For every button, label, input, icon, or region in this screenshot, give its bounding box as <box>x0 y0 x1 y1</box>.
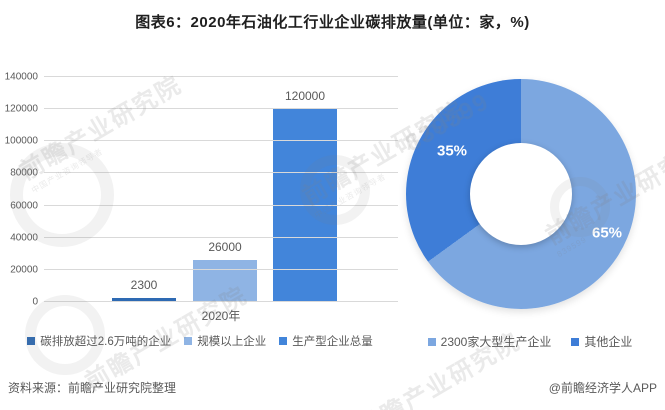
legend-swatch-icon <box>27 337 36 345</box>
bar-above-scale <box>193 260 257 302</box>
bar-emission-over-26k <box>112 298 176 302</box>
x-axis-category-label: 2020年 <box>201 309 241 323</box>
legend-item: 碳排放超过2.6万吨的企业 <box>27 333 171 349</box>
slice-label-large-producers: 65% <box>591 224 623 242</box>
legend-label: 碳排放超过2.6万吨的企业 <box>40 336 172 348</box>
bar-group-total-producers: 120000 <box>273 77 337 302</box>
gridline <box>44 236 398 238</box>
legend-swatch-icon <box>571 337 580 346</box>
legend-swatch-icon <box>427 337 436 346</box>
legend-item: 规模以上企业 <box>184 333 266 349</box>
donut-chart-legend: 2300家大型生产企业 其他企业 <box>400 333 660 350</box>
gridline <box>44 172 398 174</box>
legend-label: 其他企业 <box>584 335 633 349</box>
bar-group-above-scale: 26000 <box>193 77 257 302</box>
legend-swatch-icon <box>184 337 193 345</box>
bar-value-label: 2300 <box>130 278 158 293</box>
legend-item: 生产型企业总量 <box>279 333 373 349</box>
y-axis: 0 20000 40000 60000 80000 100000 120000 140000 <box>0 72 38 308</box>
gridline <box>44 301 398 302</box>
legend-item: 其他企业 <box>571 333 632 350</box>
gridline <box>44 204 398 206</box>
bar-value-label: 120000 <box>284 89 326 104</box>
bar-value-label: 26000 <box>208 240 242 255</box>
bar-chart-legend: 碳排放超过2.6万吨的企业 规模以上企业 生产型企业总量 <box>0 333 400 349</box>
bar-plot: 2300 26000 120000 <box>44 76 398 302</box>
gridline <box>44 108 398 110</box>
legend-swatch-icon <box>279 337 288 345</box>
y-tick-label: 0 <box>32 296 38 308</box>
gridline <box>44 140 398 142</box>
slice-label-others: 35% <box>436 142 468 160</box>
y-tick-label: 140000 <box>4 71 38 83</box>
y-tick-label: 80000 <box>10 167 38 179</box>
bar-total-producers <box>273 109 337 302</box>
legend-label: 2300家大型生产企业 <box>440 335 552 349</box>
donut-hole <box>470 143 572 245</box>
y-tick-label: 20000 <box>10 264 38 276</box>
legend-label: 生产型企业总量 <box>292 336 373 348</box>
app-credit: @前瞻经济学人APP <box>548 381 657 395</box>
y-tick-label: 100000 <box>4 135 38 147</box>
y-tick-label: 60000 <box>10 200 38 212</box>
legend-label: 规模以上企业 <box>197 336 267 348</box>
y-tick-label: 120000 <box>4 103 38 115</box>
bar-group-emission-over-26k: 2300 <box>112 77 176 302</box>
figure-title: 图表6：2020年石油化工行业企业碳排放量(单位：家，%) <box>135 14 530 31</box>
source-note: 资料来源：前瞻产业研究院整理 <box>8 381 177 395</box>
donut-chart <box>406 79 636 309</box>
legend-item: 2300家大型生产企业 <box>427 333 552 350</box>
y-tick-label: 40000 <box>10 232 38 244</box>
gridline <box>44 76 398 77</box>
gridline <box>44 268 398 270</box>
